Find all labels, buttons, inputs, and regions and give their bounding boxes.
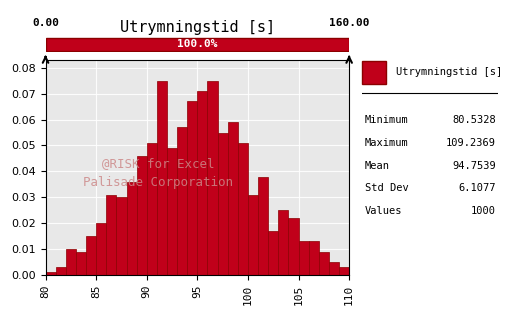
- Text: Std Dev: Std Dev: [364, 184, 408, 193]
- Bar: [288, 218, 298, 275]
- Bar: [207, 81, 217, 275]
- Bar: [146, 143, 157, 275]
- Text: Values: Values: [364, 206, 401, 216]
- Text: Maximum: Maximum: [364, 138, 408, 148]
- Bar: [66, 249, 76, 275]
- Bar: [278, 210, 288, 275]
- Text: 94.7539: 94.7539: [451, 161, 495, 171]
- Text: 0.00: 0.00: [32, 18, 59, 28]
- Bar: [318, 252, 328, 275]
- Text: @RISK for Excel: @RISK for Excel: [102, 157, 214, 170]
- Bar: [268, 231, 278, 275]
- Bar: [227, 122, 237, 275]
- Text: 160.00: 160.00: [328, 18, 369, 28]
- Bar: [96, 223, 106, 275]
- Title: Utrymningstid [s]: Utrymningstid [s]: [120, 20, 274, 35]
- Bar: [45, 38, 348, 51]
- Bar: [308, 241, 318, 275]
- Bar: [361, 61, 386, 84]
- Bar: [45, 272, 56, 275]
- Bar: [258, 177, 268, 275]
- Bar: [237, 143, 247, 275]
- Bar: [167, 148, 177, 275]
- Bar: [126, 182, 136, 275]
- Bar: [247, 195, 258, 275]
- Bar: [136, 156, 146, 275]
- Bar: [106, 195, 116, 275]
- Text: Palisade Corporation: Palisade Corporation: [83, 176, 232, 189]
- Bar: [328, 262, 338, 275]
- Bar: [338, 267, 348, 275]
- Text: Utrymningstid [s]: Utrymningstid [s]: [395, 67, 501, 77]
- Text: 6.1077: 6.1077: [457, 184, 495, 193]
- Bar: [177, 127, 187, 275]
- Bar: [116, 197, 126, 275]
- Text: 109.2369: 109.2369: [445, 138, 495, 148]
- Bar: [298, 241, 308, 275]
- Bar: [217, 132, 227, 275]
- Text: 80.5328: 80.5328: [451, 115, 495, 125]
- Bar: [56, 267, 66, 275]
- Text: 1000: 1000: [470, 206, 495, 216]
- Bar: [197, 91, 207, 275]
- Bar: [157, 81, 167, 275]
- Text: Mean: Mean: [364, 161, 389, 171]
- Text: Minimum: Minimum: [364, 115, 408, 125]
- Bar: [86, 236, 96, 275]
- Bar: [187, 101, 197, 275]
- Bar: [76, 252, 86, 275]
- Text: 100.0%: 100.0%: [177, 39, 217, 49]
